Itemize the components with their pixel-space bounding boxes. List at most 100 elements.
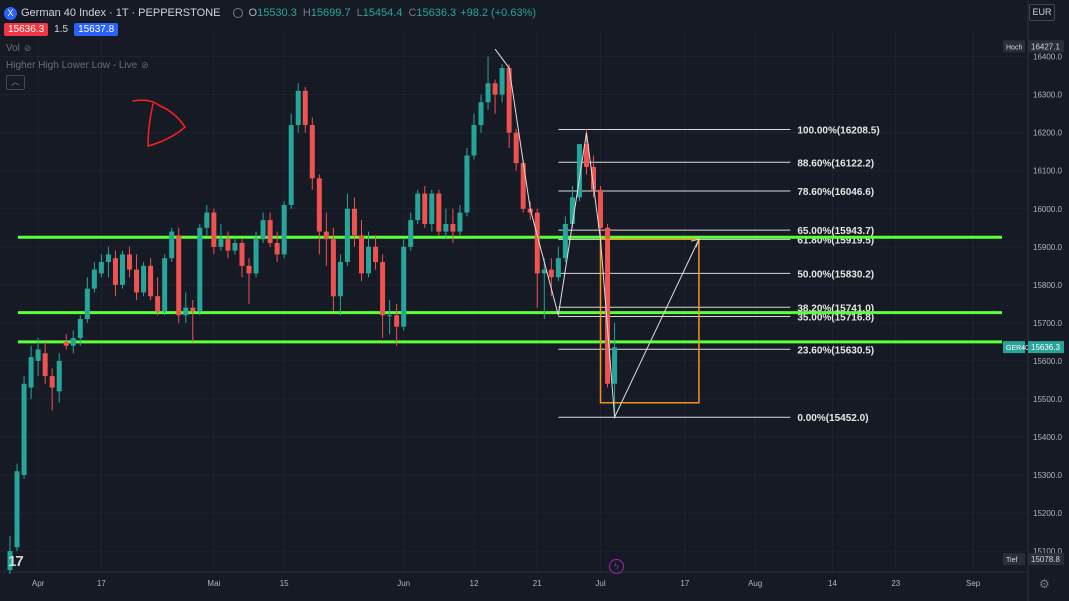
candle-body bbox=[415, 193, 421, 221]
x-tick-label: 23 bbox=[891, 579, 900, 588]
candle-body bbox=[183, 307, 189, 316]
symbol-logo-icon[interactable]: X bbox=[4, 6, 17, 20]
candle-body bbox=[260, 220, 266, 240]
candle-body bbox=[562, 223, 568, 259]
x-tick-label: Apr bbox=[32, 579, 45, 588]
candle-body bbox=[35, 349, 41, 361]
tief-value: 15078.8 bbox=[1031, 555, 1060, 564]
candle-body bbox=[323, 231, 329, 240]
symbol-title[interactable]: German 40 Index · 1T · PEPPERSTONE bbox=[21, 7, 221, 19]
candle-body bbox=[541, 269, 547, 274]
candle-body bbox=[119, 254, 125, 285]
currency-selector[interactable]: EUR bbox=[1029, 4, 1055, 21]
sell-button[interactable]: 15636.3 bbox=[4, 23, 49, 36]
candle-body bbox=[98, 262, 104, 274]
y-tick-label: 16000.0 bbox=[1033, 205, 1062, 214]
hoch-value-bg bbox=[1028, 40, 1064, 53]
y-tick-label: 15500.0 bbox=[1033, 395, 1062, 404]
buy-button[interactable]: 15637.8 bbox=[74, 23, 119, 36]
eye-off-icon[interactable]: ⊘ bbox=[141, 60, 149, 70]
change-value: +98.2 (+0.63%) bbox=[460, 7, 537, 19]
hoch-label: Hoch bbox=[1006, 44, 1022, 51]
hhll-label: Higher High Lower Low - Live bbox=[6, 60, 138, 71]
candle-body bbox=[190, 307, 196, 312]
tief-label-bg bbox=[1003, 553, 1025, 566]
candle-body bbox=[246, 265, 252, 274]
close-value: 15636.3 bbox=[416, 7, 457, 19]
candle-body bbox=[309, 125, 315, 179]
candle-body bbox=[14, 471, 20, 548]
x-tick-label: Sep bbox=[966, 579, 981, 588]
fib-level-label: 65.00%(15943.7) bbox=[797, 226, 874, 237]
x-tick-label: 17 bbox=[97, 579, 106, 588]
candle-body bbox=[337, 262, 343, 297]
tief-value-bg bbox=[1028, 553, 1064, 566]
candle-body bbox=[155, 296, 161, 312]
open-label: O bbox=[248, 7, 258, 19]
candle-body bbox=[485, 83, 491, 103]
candle-body bbox=[56, 360, 62, 392]
y-tick-label: 15700.0 bbox=[1033, 319, 1062, 328]
eye-off-icon[interactable]: ⊘ bbox=[23, 43, 32, 53]
candle-body bbox=[612, 347, 618, 384]
y-tick-label: 15200.0 bbox=[1033, 509, 1062, 518]
candle-body bbox=[197, 227, 203, 312]
candle-body bbox=[42, 353, 48, 377]
candle-body bbox=[211, 212, 217, 247]
candle-body bbox=[63, 341, 69, 346]
candle-body bbox=[464, 155, 470, 213]
candle-body bbox=[576, 144, 582, 198]
fib-level-label: 38.20%(15741.0) bbox=[797, 303, 874, 314]
candle-body bbox=[218, 239, 224, 247]
candle-body bbox=[450, 223, 456, 232]
candle-body bbox=[77, 319, 83, 339]
chart-header: X German 40 Index · 1T · PEPPERSTONE O 15… bbox=[4, 5, 536, 21]
candle-body bbox=[91, 269, 97, 289]
zigzag-line bbox=[494, 48, 700, 420]
close-label: C bbox=[408, 7, 417, 19]
candle-body bbox=[7, 551, 13, 571]
x-tick-label: 17 bbox=[680, 579, 689, 588]
x-tick-label: Aug bbox=[748, 579, 762, 588]
high-value: 15699.7 bbox=[310, 7, 351, 19]
fib-level-label: 61.80%(15919.5) bbox=[797, 235, 874, 246]
spread-value: 1.5 bbox=[54, 24, 69, 35]
collapse-indicators-button[interactable]: ︿ bbox=[6, 75, 25, 90]
x-tick-label: Jul bbox=[595, 579, 605, 588]
tief-label: Tief bbox=[1006, 557, 1017, 564]
volume-indicator[interactable]: Vol ⊘ bbox=[6, 43, 31, 54]
tradingview-logo[interactable]: 17 bbox=[8, 553, 24, 570]
candle-body bbox=[239, 242, 245, 266]
candle-body bbox=[148, 265, 154, 297]
fib-level-label: 0.00%(15452.0) bbox=[797, 413, 868, 424]
candle-body bbox=[499, 68, 505, 95]
lightning-icon[interactable]: ϟ bbox=[609, 559, 624, 574]
candle-body bbox=[70, 338, 76, 346]
last-symbol-label: GER40 bbox=[1006, 345, 1029, 352]
fib-level-label: 100.00%(16208.5) bbox=[797, 125, 879, 136]
candle-body bbox=[359, 235, 364, 274]
candle-body bbox=[408, 220, 414, 247]
candle-body bbox=[141, 265, 147, 293]
candle-body bbox=[112, 258, 118, 285]
hoch-value: 16427.1 bbox=[1031, 42, 1060, 51]
candle-body bbox=[84, 288, 90, 320]
target-box bbox=[599, 238, 700, 404]
candle-body bbox=[302, 90, 308, 126]
hhll-indicator[interactable]: Higher High Lower Low - Live ⊘ bbox=[6, 60, 149, 71]
settings-gear-icon[interactable]: ⚙ bbox=[1039, 577, 1050, 591]
candle-body bbox=[351, 208, 357, 236]
candle-body bbox=[457, 212, 463, 232]
candle-body bbox=[548, 269, 554, 278]
candle-body bbox=[583, 144, 589, 167]
x-tick-label: Mai bbox=[207, 579, 220, 588]
y-tick-label: 15100.0 bbox=[1033, 547, 1062, 556]
candle-body bbox=[443, 223, 449, 232]
y-tick-label: 15900.0 bbox=[1033, 243, 1062, 252]
candle-body bbox=[506, 68, 512, 133]
x-tick-label: 12 bbox=[470, 579, 479, 588]
candle-body bbox=[49, 376, 55, 388]
candle-body bbox=[21, 383, 27, 476]
candle-body bbox=[225, 239, 231, 251]
